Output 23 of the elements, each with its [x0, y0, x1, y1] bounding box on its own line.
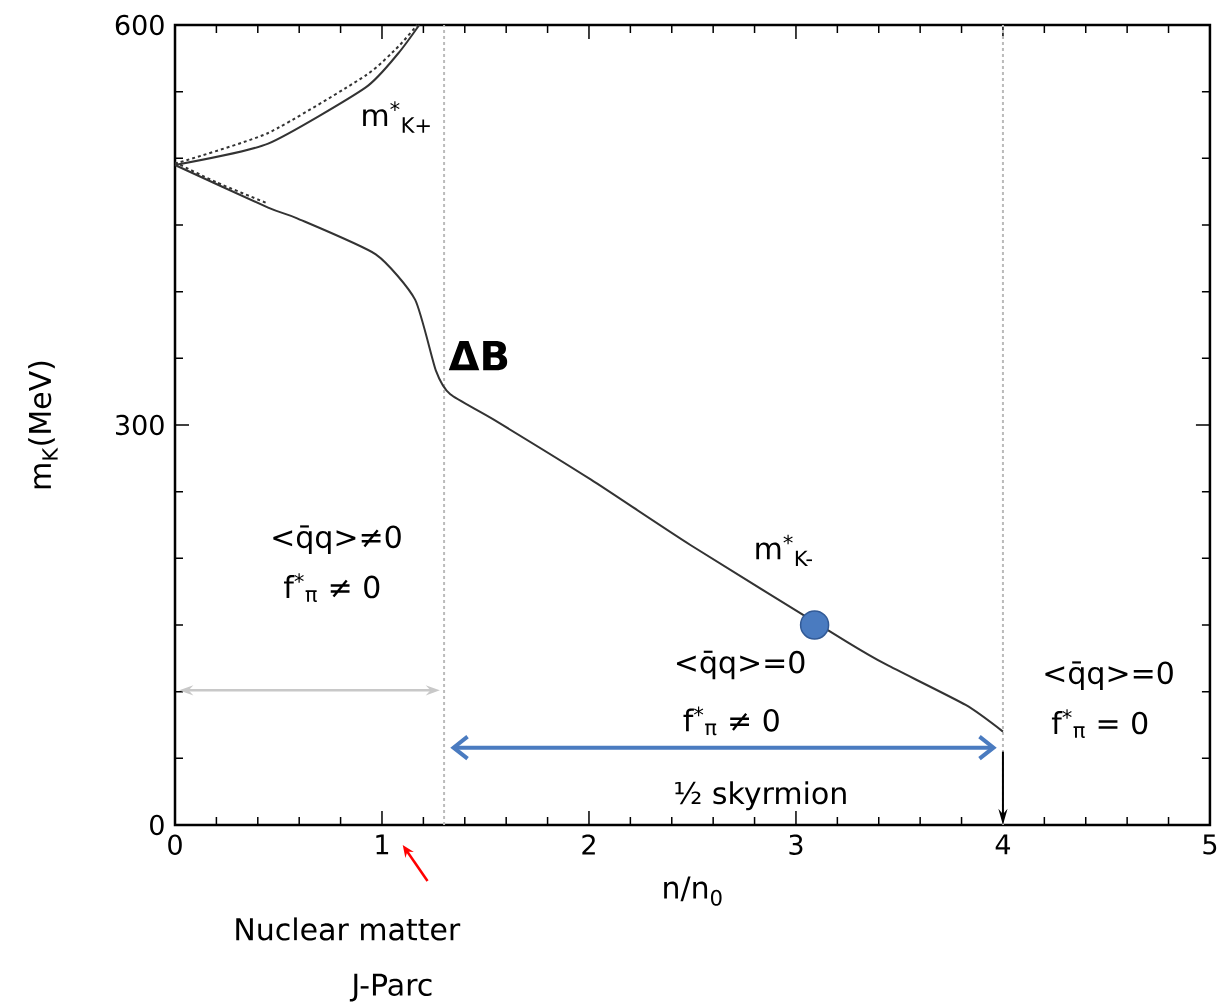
annotation: <q̄q>=0	[676, 650, 805, 680]
y-tick-label: 0	[150, 814, 164, 836]
x-tick-label: 3	[789, 834, 803, 855]
annotation: f$^{*}$$_{π}$ ≠ 0	[683, 706, 779, 736]
annotation: f$^{*}$$_{π}$ = 0	[1051, 709, 1148, 739]
x-tick-label: 4	[995, 834, 1011, 855]
text: J-Parc	[349, 973, 432, 1002]
text: Nuclear matter	[236, 917, 461, 941]
annotation: ½ skyrmion	[675, 781, 846, 811]
annotation: m$^{*}$K+	[363, 101, 430, 133]
x-tick-label: 0	[168, 834, 182, 855]
x-tick-label: 5	[1203, 834, 1217, 855]
y-tick-label: 600	[115, 14, 164, 36]
x-tick-label: 2	[582, 834, 595, 855]
y-tick-label: 300	[115, 414, 164, 436]
annotation: f$^{*}$$_{π}$ ≠ 0	[284, 573, 380, 603]
annotation: ΔB	[448, 341, 508, 371]
annotation: <q̄q>=0	[1045, 661, 1173, 690]
annotation: <q̄q>≠0	[273, 525, 401, 554]
x-axis-title: n/n$_{0}$	[664, 876, 722, 906]
annotation: m$^{*}$K-	[756, 534, 812, 566]
y-axis-title: m$_{K}$(MeV)	[28, 361, 58, 489]
x-tick-label: 1	[376, 834, 389, 855]
